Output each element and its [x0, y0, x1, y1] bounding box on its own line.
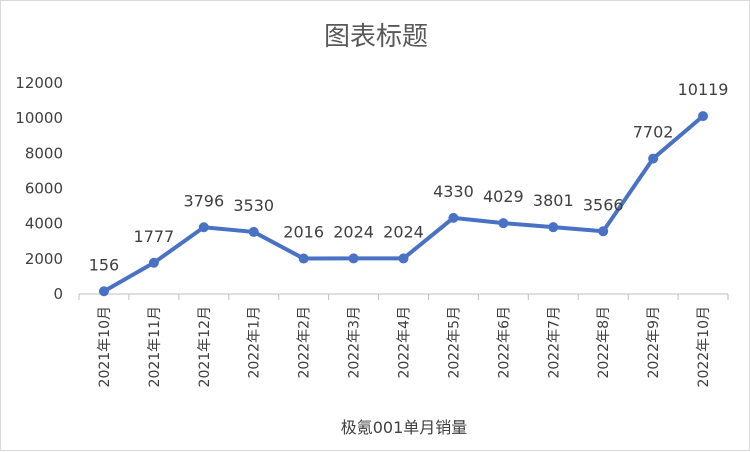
data-label: 4029 — [483, 187, 524, 206]
data-points — [98, 111, 709, 297]
y-tick-label: 0 — [53, 285, 63, 303]
x-tick-label: 2021年10月 — [97, 306, 113, 387]
data-point — [598, 226, 609, 237]
data-point — [348, 253, 359, 264]
data-label: 7702 — [633, 123, 674, 142]
data-point — [148, 257, 159, 268]
y-tick-label: 2000 — [25, 250, 63, 268]
data-label: 1777 — [134, 227, 175, 246]
x-tick-label: 2022年3月 — [347, 306, 363, 379]
data-point — [248, 226, 259, 237]
x-axis: 2021年10月 2021年11月 2021年12月 2022年1月 2022年2月 20… — [78, 294, 729, 387]
data-label: 2024 — [333, 222, 374, 241]
x-tick-label: 2022年8月 — [596, 306, 612, 379]
y-tick-label: 10000 — [15, 109, 63, 127]
y-axis: 0 2000 4000 6000 8000 10000 12000 — [15, 74, 63, 303]
x-tick-label: 2022年6月 — [496, 306, 512, 379]
data-label: 3566 — [583, 195, 624, 214]
x-tick-label: 2022年1月 — [247, 306, 263, 379]
x-tick-label: 2021年12月 — [197, 306, 213, 387]
x-tick-label: 2022年10月 — [696, 306, 712, 387]
x-tick-label: 2022年5月 — [446, 306, 462, 379]
data-point — [648, 153, 659, 164]
data-point — [498, 218, 509, 229]
data-labels: 156 1777 3796 3530 2016 2024 2024 4330 4029 3801 3… — [89, 80, 729, 274]
data-point — [98, 286, 109, 297]
data-point — [198, 222, 209, 233]
data-point — [548, 222, 559, 233]
data-label: 3796 — [183, 191, 224, 210]
chart-title: 图表标题 — [324, 22, 428, 52]
y-tick-label: 8000 — [25, 144, 63, 162]
y-tick-label: 12000 — [15, 74, 63, 92]
data-label: 2024 — [383, 222, 424, 241]
data-label: 156 — [89, 255, 120, 274]
data-label: 3801 — [533, 191, 574, 210]
x-tick-label: 2022年7月 — [546, 306, 562, 379]
data-point — [448, 212, 459, 223]
data-label: 3530 — [233, 196, 274, 215]
data-label: 4330 — [433, 182, 474, 201]
x-tick-label: 2022年9月 — [646, 306, 662, 379]
x-tick-label: 2022年2月 — [297, 306, 313, 379]
data-label: 10119 — [678, 80, 729, 99]
x-tick-label: 2021年11月 — [147, 306, 163, 387]
y-tick-label: 4000 — [25, 215, 63, 233]
data-label: 2016 — [283, 223, 324, 242]
data-point — [398, 253, 409, 264]
legend-series-name: 极氪001单月销量 — [341, 418, 468, 437]
x-tick-label: 2022年4月 — [397, 306, 413, 379]
y-tick-label: 6000 — [25, 180, 63, 198]
data-point — [298, 253, 309, 264]
data-point — [698, 111, 709, 122]
